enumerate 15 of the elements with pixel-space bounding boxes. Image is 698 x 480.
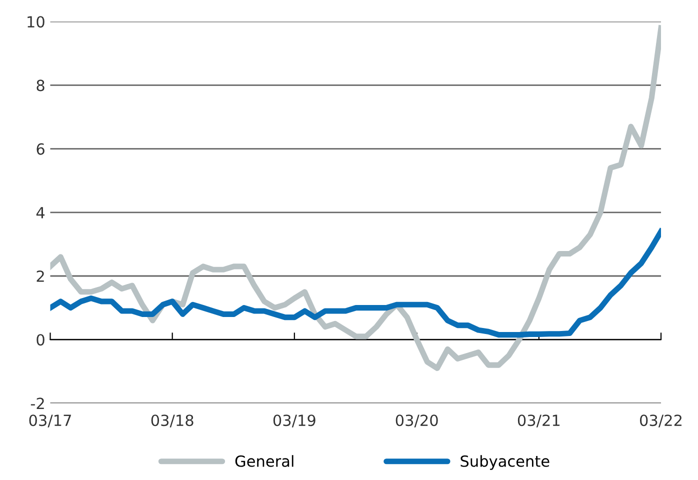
x-tick-label: 03/21 <box>518 414 560 428</box>
y-tick-label: 0 <box>36 334 44 346</box>
x-tick-label: 03/20 <box>396 414 438 428</box>
y-tick-label: 10 <box>28 16 44 28</box>
x-tick-label: 03/22 <box>640 414 682 428</box>
x-tick-label: 03/19 <box>273 414 316 428</box>
y-tick-label: 6 <box>36 143 44 155</box>
y-tick-label: 8 <box>36 80 44 92</box>
y-tick-label: 2 <box>36 270 44 282</box>
x-tick-label: 03/18 <box>151 414 194 428</box>
legend-label: Subyacente <box>460 455 550 470</box>
x-tick-label: 03/17 <box>29 414 71 428</box>
y-tick-label: -2 <box>30 398 44 410</box>
y-tick-label: 4 <box>36 207 45 218</box>
legend-label: General <box>235 455 294 467</box>
